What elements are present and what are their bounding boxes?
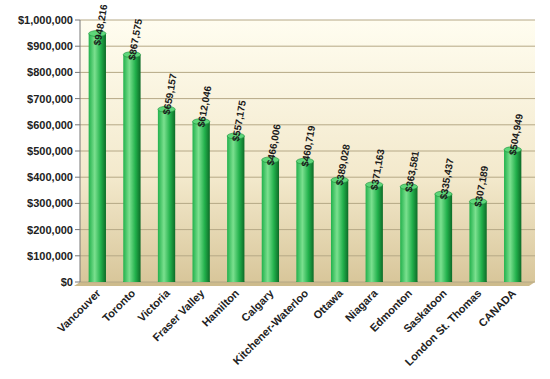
bar xyxy=(469,202,486,282)
x-tick-label: London St. Thomas xyxy=(402,287,483,368)
bars xyxy=(89,31,522,282)
y-tick-label: $100,000 xyxy=(27,250,73,262)
data-label: $460,719 xyxy=(299,124,317,167)
bar xyxy=(193,122,210,282)
y-tick-label: $400,000 xyxy=(27,171,73,183)
data-label: $504,949 xyxy=(507,113,525,156)
bar xyxy=(89,34,106,282)
bar xyxy=(158,109,175,282)
y-tick-label: $500,000 xyxy=(27,145,73,157)
grid-line xyxy=(80,98,535,99)
y-tick xyxy=(75,255,80,256)
bar xyxy=(400,187,417,282)
y-tick-label: $300,000 xyxy=(27,197,73,209)
y-tick-label: $0 xyxy=(61,276,73,288)
grid-line xyxy=(80,20,535,21)
plot-background xyxy=(80,20,535,282)
x-tick-label: Vancouver xyxy=(55,286,103,334)
bar xyxy=(331,180,348,282)
data-label: $948,216 xyxy=(91,3,109,46)
y-tick xyxy=(75,98,80,99)
x-tick-label: Toronto xyxy=(100,287,137,324)
chart-container: $0 $100,000 $200,000 $300,000 $400,000 $500,0… xyxy=(0,0,550,379)
bar xyxy=(366,185,383,282)
y-tick xyxy=(75,229,80,230)
y-tick xyxy=(75,46,80,47)
y-tick-label: $900,000 xyxy=(27,40,73,52)
data-label: $867,575 xyxy=(126,18,144,61)
grid-line xyxy=(80,72,535,73)
data-label: $466,006 xyxy=(265,123,283,166)
y-tick xyxy=(75,72,80,73)
y-tick xyxy=(75,20,80,21)
bar xyxy=(123,55,140,282)
x-tick-label: Kitchener-Waterloo xyxy=(230,287,310,367)
labels: $948,216 Vancouver $867,575 Toronto $659,157… xyxy=(55,3,525,368)
x-tick-label: Ottawa xyxy=(311,286,346,321)
chart-svg: $0 $100,000 $200,000 $300,000 $400,000 $500,0… xyxy=(0,0,550,379)
y-tick-label: $700,000 xyxy=(27,93,73,105)
y-tick xyxy=(75,282,80,283)
data-label: $371,163 xyxy=(368,148,386,191)
x-tick-label: Fraser Valley xyxy=(150,286,207,343)
bar xyxy=(227,136,244,282)
plot-floor xyxy=(74,282,535,286)
data-label: $363,581 xyxy=(403,150,421,193)
y-tick xyxy=(75,177,80,178)
bar xyxy=(262,160,279,282)
bar xyxy=(504,150,521,282)
y-tick xyxy=(75,124,80,125)
y-tick xyxy=(75,151,80,152)
y-tick-label: $600,000 xyxy=(27,119,73,131)
x-tick-label: Hamilton xyxy=(199,287,241,329)
bar xyxy=(435,194,452,282)
x-tick-label: CANADA xyxy=(476,287,518,329)
bar xyxy=(296,161,313,282)
data-label: $612,046 xyxy=(195,85,213,128)
data-label: $659,157 xyxy=(161,72,179,115)
y-axis-line xyxy=(80,20,81,282)
data-label: $335,437 xyxy=(438,157,456,200)
y-tick xyxy=(75,203,80,204)
data-label: $307,189 xyxy=(472,164,490,207)
y-tick-label: $200,000 xyxy=(27,224,73,236)
grid-line xyxy=(80,46,535,47)
y-tick-label: $1,000,000 xyxy=(18,14,73,26)
data-label: $557,175 xyxy=(230,99,248,142)
data-label: $389,028 xyxy=(334,143,352,186)
y-tick-label: $800,000 xyxy=(27,66,73,78)
